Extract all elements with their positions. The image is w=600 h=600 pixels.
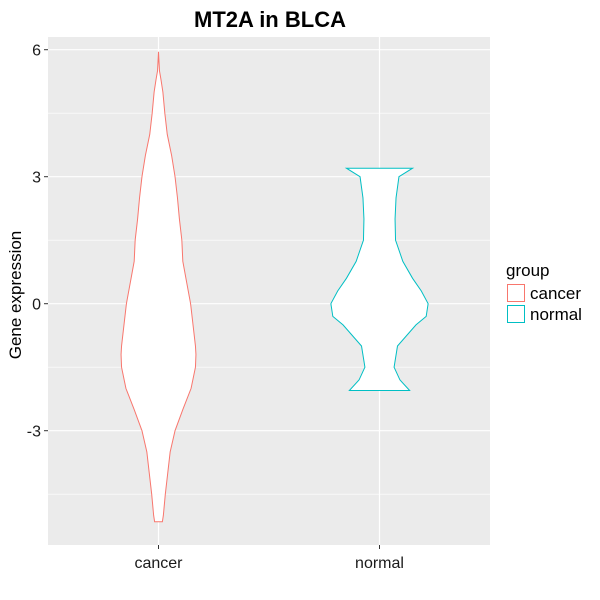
legend-key-cancer — [507, 284, 525, 302]
legend: group cancer normal — [506, 261, 582, 324]
legend-label-normal: normal — [530, 305, 582, 324]
y-tick-label: 3 — [32, 170, 41, 187]
violins — [120, 51, 429, 523]
y-tick-label: 6 — [32, 43, 41, 60]
y-axis-ticks: -3 0 3 6 — [27, 43, 48, 441]
y-axis-title: Gene expression — [6, 231, 25, 360]
x-axis-ticks: cancer normal — [134, 545, 404, 572]
x-tick-label: cancer — [134, 555, 183, 572]
legend-key-normal — [507, 305, 525, 323]
x-tick-label: normal — [355, 555, 404, 572]
legend-label-cancer: cancer — [530, 284, 581, 303]
violin-cancer — [120, 51, 197, 523]
chart-title: MT2A in BLCA — [194, 7, 346, 32]
y-tick-label: 0 — [32, 297, 41, 314]
y-tick-label: -3 — [27, 424, 41, 441]
legend-title: group — [506, 261, 549, 280]
violin-normal — [330, 167, 429, 391]
